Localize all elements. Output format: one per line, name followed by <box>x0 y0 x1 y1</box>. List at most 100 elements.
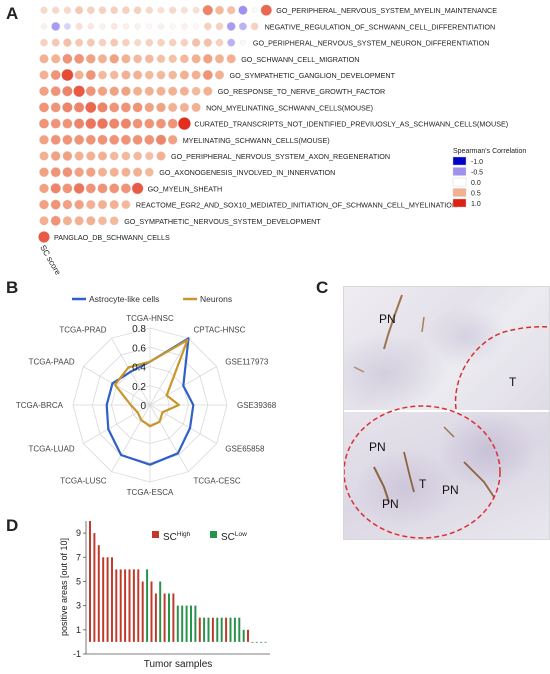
heatmap-cell <box>133 6 142 15</box>
heatmap-cell <box>133 151 143 161</box>
legend-swatch <box>452 198 467 208</box>
heatmap-cell <box>73 102 85 113</box>
bar <box>260 641 263 643</box>
heatmap-cell <box>121 151 131 161</box>
heatmap-cell <box>74 38 84 47</box>
panel-label-d: D <box>6 516 19 535</box>
legend-tick-label: -0.5 <box>471 170 483 177</box>
heatmap-cell <box>168 6 177 14</box>
heatmap-cell <box>98 6 107 15</box>
bar <box>229 617 232 642</box>
radar-axis-label: TCGA-ESCA <box>127 488 174 497</box>
heatmap-cell <box>239 39 246 46</box>
bar <box>211 617 214 642</box>
heatmap-cell <box>97 54 108 64</box>
heatmap-cell <box>74 216 84 226</box>
histology-overlay <box>344 294 549 539</box>
heatmap-cell <box>121 86 131 97</box>
heatmap-cell <box>86 216 96 226</box>
bar <box>216 617 219 642</box>
heatmap-cell <box>214 5 224 15</box>
heatmap-cell <box>38 231 50 243</box>
heatmap-cell <box>122 23 130 30</box>
legend-swatch <box>452 167 467 176</box>
bar <box>115 569 118 642</box>
legend-swatch <box>452 177 467 187</box>
heatmap-cell <box>86 6 95 15</box>
heatmap-cell <box>86 151 96 161</box>
heatmap-cell <box>40 6 48 14</box>
heatmap-cell <box>226 21 236 31</box>
heatmap-cell <box>51 21 61 31</box>
heatmap-cell <box>74 151 84 161</box>
heatmap-cell <box>121 54 131 64</box>
heatmap-cell <box>74 167 85 178</box>
radar-spoke <box>111 404 151 472</box>
heatmap-cell <box>86 199 96 210</box>
heatmap-cell <box>86 38 95 47</box>
heatmap-row-label: GO_AXONOGENESIS_INVOLVED_IN_INNERVATION <box>159 168 335 177</box>
heatmap-cell <box>133 54 143 64</box>
heatmap-cell <box>62 118 73 129</box>
bar <box>150 581 153 642</box>
bar-y-tick-label: 5 <box>76 576 81 586</box>
heatmap-cell <box>144 134 155 145</box>
heatmap-cell <box>109 183 120 194</box>
heatmap-cell <box>226 5 236 15</box>
heatmap-cell <box>260 4 272 16</box>
heatmap-cell <box>132 70 143 80</box>
bar <box>102 557 105 642</box>
heatmap-cell <box>134 23 141 30</box>
heatmap-row-label: REACTOME_EGR2_AND_SOX10_MEDIATED_INITIAT… <box>136 201 457 210</box>
heatmap-row-label: NON_MYELINATING_SCHWANN_CELLS(MOUSE) <box>206 103 373 112</box>
heatmap-cell <box>157 23 165 30</box>
positive-areas-bar-chart: -1 1 3 5 7 9 SCHigh SCLow positive areas [out … <box>59 521 270 670</box>
bar-y-axis-label: positive areas [out of 10] <box>59 538 69 636</box>
heatmap-cell <box>203 86 213 96</box>
heatmap-cell <box>52 6 60 14</box>
heatmap-cell <box>156 70 166 80</box>
heatmap-cell <box>120 102 132 113</box>
panel-label-c: C <box>316 278 329 297</box>
heatmap-cell <box>144 70 154 80</box>
heatmap-cell <box>144 167 154 177</box>
heatmap-cell <box>108 118 120 129</box>
bar <box>128 569 131 642</box>
heatmap-cell <box>97 86 108 97</box>
heatmap-cell <box>50 215 61 226</box>
radar-chart: Astrocyte-like cells Neurons TCGA-HNSC CPT… <box>16 294 277 497</box>
bar <box>141 581 144 642</box>
heatmap-cell <box>85 118 97 130</box>
heatmap-cell <box>50 69 61 81</box>
radar-series-astrocyte <box>105 337 195 466</box>
bar <box>251 641 254 643</box>
heatmap-cell <box>131 182 144 195</box>
heatmap-row-label: GO_RESPONSE_TO_NERVE_GROWTH_FACTOR <box>218 87 385 96</box>
heatmap-cell <box>63 38 72 47</box>
histology-label-pn-top: PN <box>379 312 396 326</box>
heatmap-cell <box>120 134 132 145</box>
heatmap-cell <box>202 4 214 16</box>
radar-tick-label: 0.4 <box>132 363 146 374</box>
heatmap-cell <box>62 134 73 145</box>
heatmap-cell <box>51 38 60 47</box>
heatmap-cell <box>62 151 73 161</box>
heatmap-cell <box>145 38 154 47</box>
heatmap-cell <box>97 102 108 113</box>
heatmap-cell <box>202 69 213 81</box>
heatmap-cell <box>50 199 61 210</box>
heatmap-cell <box>75 22 83 30</box>
heatmap-cell <box>73 53 85 64</box>
heatmap-cell <box>133 38 142 47</box>
bar-series <box>89 521 267 643</box>
legend-swatch <box>452 188 467 197</box>
heatmap-row-label: GO_PERIPHERAL_NERVOUS_SYSTEM_MYELIN_MAIN… <box>276 6 497 15</box>
bar <box>137 569 140 642</box>
heatmap-cell <box>96 118 108 130</box>
heatmap-cell <box>122 38 130 47</box>
bar <box>119 569 122 642</box>
heatmap-cell <box>38 102 50 113</box>
heatmap-cell <box>250 22 259 31</box>
heatmap-cell <box>39 199 49 210</box>
heatmap-cell <box>109 53 120 64</box>
